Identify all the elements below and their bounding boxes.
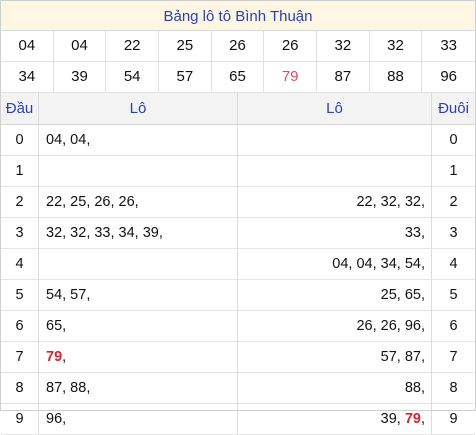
lo-left-cell: 54, 57, [39,280,238,311]
lo-right-cell: 04, 04, 34, 54, [238,249,432,280]
table-row: 2 22, 25, 26, 26, 22, 32, 32, 2 [1,187,475,218]
result-number: 65 [211,62,265,93]
lo-text: 22, 32, 32, [356,194,425,210]
lo-text: 54, 57, [46,287,91,303]
lo-right-cell: 88, [238,373,432,404]
lo-text: 57, 87, [380,349,425,365]
header-dau: Đầu [1,93,39,124]
result-number: 22 [106,31,159,62]
lo-text: 22, 25, 26, 26, [46,194,139,210]
duoi-cell: 9 [432,404,475,435]
lo-left-cell: 79, [39,342,238,373]
result-number: 26 [211,31,265,62]
table-row: 3 32, 32, 33, 34, 39, 33, 3 [1,218,475,249]
result-number: 57 [159,62,212,93]
table-title: Bảng lô tô Bình Thuận [1,1,475,31]
lo-text: , [62,349,67,365]
result-number: 04 [53,31,107,62]
header-duoi: Đuôi [438,100,469,117]
lo-right-cell: 22, 32, 32, [238,187,432,218]
lo-right-cell: 26, 26, 96, [238,311,432,342]
lo-left-cell [39,249,238,280]
dau-cell: 4 [1,249,39,280]
table-row: 5 54, 57, 25, 65, 5 [1,280,475,311]
highlighted-number: 79 [404,411,421,427]
table-row: 4 04, 04, 34, 54, 4 [1,249,475,280]
lo-text: 88, [404,380,425,396]
header-lo-right: Lô [238,93,432,124]
result-number: 32 [317,31,370,62]
result-number: 33 [422,31,475,62]
lo-left-cell [39,156,238,187]
lo-right-cell: 57, 87, [238,342,432,373]
result-numbers-grid: 04 04 22 25 26 26 32 32 33 34 39 54 57 65 79 87 88 96 [1,31,475,93]
lo-text: 26, 26, 96, [356,318,425,334]
lo-right-cell: 25, 65, [238,280,432,311]
duoi-cell: 1 [432,156,475,187]
lo-text: 04, 04, 34, 54, [332,256,425,272]
lo-text: 39, [380,411,405,427]
duoi-cell: 2 [432,187,475,218]
result-number: 26 [264,31,317,62]
lo-right-cell: 33, [238,218,432,249]
result-number: 39 [53,62,107,93]
result-number: 54 [106,62,159,93]
result-number: 25 [159,31,212,62]
table-row: 6 65, 26, 26, 96, 6 [1,311,475,342]
result-number: 88 [369,62,423,93]
lo-text: 32, 32, 33, 34, 39, [46,225,163,241]
lo-right-cell [238,125,432,156]
lo-text: 25, 65, [380,287,425,303]
result-number: 87 [317,62,370,93]
lo-left-cell: 87, 88, [39,373,238,404]
header-lo-left: Lô [39,93,238,124]
duoi-cell: 3 [432,218,475,249]
dau-cell: 3 [1,218,39,249]
highlighted-number: 79 [46,349,63,365]
result-number: 34 [1,62,54,93]
lo-text: , [420,411,425,427]
lo-left-cell: 65, [39,311,238,342]
lo-left-cell: 22, 25, 26, 26, [39,187,238,218]
dau-cell: 6 [1,311,39,342]
dau-cell: 1 [1,156,39,187]
result-number: 32 [369,31,423,62]
duoi-cell: 7 [432,342,475,373]
table-row: 7 79, 57, 87, 7 [1,342,475,373]
duoi-cell: 5 [432,280,475,311]
result-number: 79 [264,62,317,93]
dau-cell: 5 [1,280,39,311]
result-number: 96 [422,62,475,93]
column-headers: Đầu Lô Lô Đuôi [1,93,475,125]
lo-left-cell: 96, [39,404,238,435]
dau-cell: 2 [1,187,39,218]
loto-rows: 0 04, 04, 0 1 1 2 22, 25, 26, 26, 22, 32, 32, 2 3… [1,125,475,435]
dau-cell: 9 [1,404,39,435]
result-number: 04 [1,31,54,62]
table-row: 9 96, 39, 79, 9 [1,404,475,435]
table-row: 0 04, 04, 0 [1,125,475,156]
dau-cell: 8 [1,373,39,404]
dau-cell: 7 [1,342,39,373]
duoi-cell: 0 [432,125,475,156]
lo-text: 87, 88, [46,380,91,396]
lo-right-cell: 39, 79, [238,404,432,435]
lo-text: 96, [46,411,67,427]
lo-text: 04, 04, [46,132,91,148]
lo-left-cell: 32, 32, 33, 34, 39, [39,218,238,249]
duoi-cell: 8 [432,373,475,404]
lo-text: 65, [46,318,67,334]
dau-cell: 0 [1,125,39,156]
table-row: 8 87, 88, 88, 8 [1,373,475,404]
lo-text: 33, [404,225,425,241]
lo-left-cell: 04, 04, [39,125,238,156]
lo-right-cell [238,156,432,187]
duoi-cell: 6 [432,311,475,342]
duoi-cell: 4 [432,249,475,280]
